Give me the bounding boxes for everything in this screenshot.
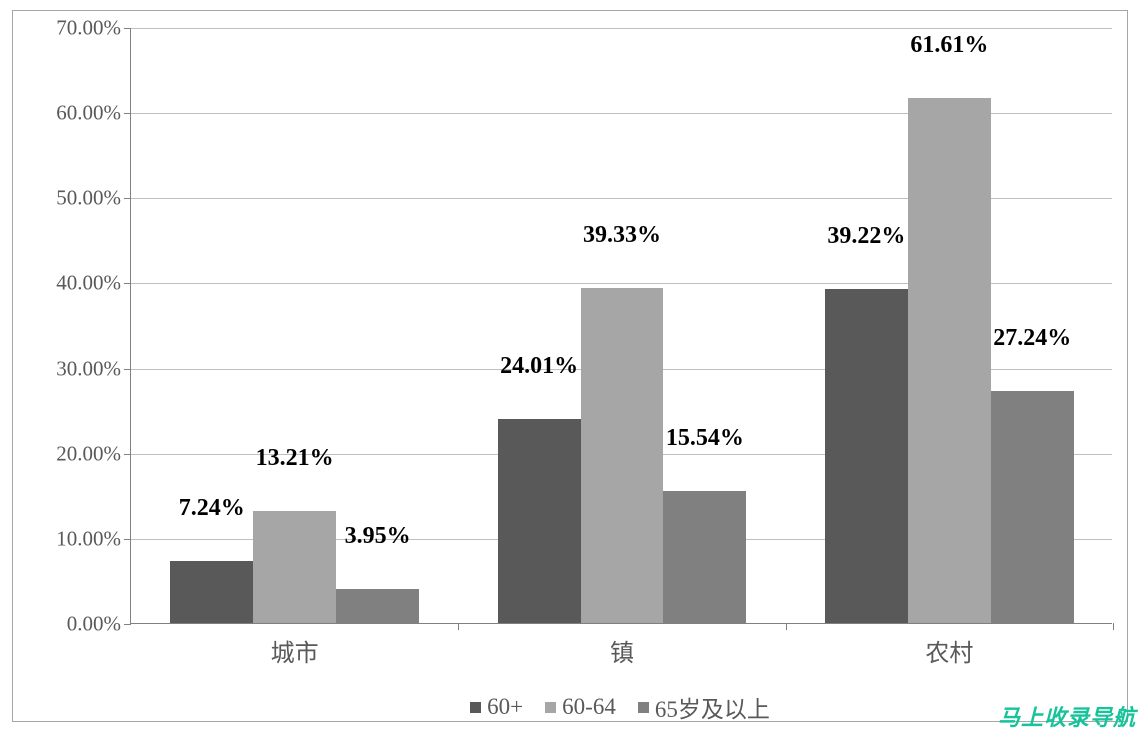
x-axis-tick-mark bbox=[1113, 623, 1114, 630]
bar-group: 7.24% 13.21% 3.95% bbox=[131, 28, 458, 623]
legend-item: 60-64 bbox=[545, 694, 616, 720]
bar-value-label: 15.54% bbox=[666, 425, 744, 458]
bar-value-label: 24.01% bbox=[500, 353, 578, 386]
y-axis-tick-label: 10.00% bbox=[56, 526, 131, 551]
x-axis-category-label: 农村 bbox=[925, 623, 973, 668]
bar bbox=[825, 289, 908, 623]
y-axis-tick-label: 60.00% bbox=[56, 101, 131, 126]
chart-plot-area: 0.00%10.00%20.00%30.00%40.00%50.00%60.00… bbox=[130, 28, 1112, 624]
legend-item: 60+ bbox=[470, 694, 523, 720]
y-axis-tick-mark bbox=[124, 539, 131, 540]
bar bbox=[991, 391, 1074, 623]
y-axis-tick-mark bbox=[124, 283, 131, 284]
bar-value-label: 27.24% bbox=[993, 325, 1071, 358]
x-axis-tick-mark bbox=[458, 623, 459, 630]
legend-label: 60-64 bbox=[562, 694, 616, 720]
chart-legend: 60+ 60-64 65岁及以上 bbox=[0, 690, 1142, 724]
y-axis-tick-mark bbox=[124, 198, 131, 199]
bar bbox=[908, 98, 991, 623]
x-axis-tick-mark bbox=[786, 623, 787, 630]
bar-group: 39.22% 61.61% 27.24% bbox=[786, 28, 1113, 623]
legend-item: 65岁及以上 bbox=[638, 690, 770, 724]
watermark-text: 马上收录导航 bbox=[998, 700, 1136, 732]
bar bbox=[581, 288, 664, 623]
y-axis-tick-label: 70.00% bbox=[56, 16, 131, 41]
y-axis-tick-label: 0.00% bbox=[67, 612, 131, 637]
bar-value-label: 39.33% bbox=[583, 222, 661, 255]
y-axis-tick-mark bbox=[124, 454, 131, 455]
legend-swatch bbox=[545, 702, 556, 713]
bar-group: 24.01% 39.33% 15.54% bbox=[458, 28, 785, 623]
legend-label: 60+ bbox=[487, 694, 523, 720]
legend-swatch bbox=[638, 702, 649, 713]
y-axis-tick-mark bbox=[124, 369, 131, 370]
bar bbox=[663, 491, 746, 623]
bar-value-label: 61.61% bbox=[910, 32, 988, 65]
bar bbox=[336, 589, 419, 623]
y-axis-tick-mark bbox=[124, 113, 131, 114]
x-axis-category-label: 城市 bbox=[271, 623, 319, 668]
legend-label: 65岁及以上 bbox=[655, 690, 770, 724]
bar-value-label: 13.21% bbox=[256, 445, 334, 478]
y-axis-tick-mark bbox=[124, 28, 131, 29]
bar bbox=[253, 511, 336, 623]
bar bbox=[498, 419, 581, 623]
bar-value-label: 7.24% bbox=[179, 495, 245, 528]
legend-swatch bbox=[470, 702, 481, 713]
bar-value-label: 39.22% bbox=[827, 223, 905, 256]
y-axis-tick-label: 40.00% bbox=[56, 271, 131, 296]
y-axis-tick-label: 30.00% bbox=[56, 356, 131, 381]
y-axis-tick-label: 20.00% bbox=[56, 441, 131, 466]
y-axis-tick-label: 50.00% bbox=[56, 186, 131, 211]
bar bbox=[170, 561, 253, 623]
y-axis-tick-mark bbox=[124, 624, 131, 625]
bar-value-label: 3.95% bbox=[345, 523, 411, 556]
x-axis-category-label: 镇 bbox=[610, 623, 634, 668]
